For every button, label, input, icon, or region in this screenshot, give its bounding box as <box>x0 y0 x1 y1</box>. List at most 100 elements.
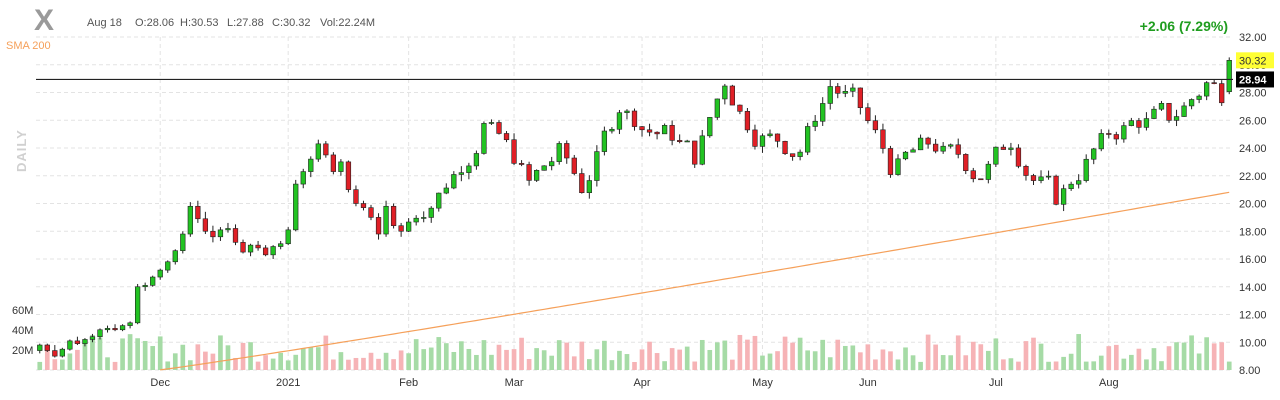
volume-bar <box>820 339 826 370</box>
volume-bar <box>767 353 773 370</box>
candle-body <box>518 163 525 165</box>
y-tick-label: 10.00 <box>1239 337 1267 349</box>
volume-bar <box>263 355 268 370</box>
volume-bar <box>933 344 938 370</box>
candle-body <box>270 246 276 256</box>
volume-bar <box>699 339 705 370</box>
volume-bar <box>865 344 871 370</box>
volume-bar <box>75 349 80 370</box>
x-tick-label: Jul <box>989 377 1003 389</box>
volume-bar <box>910 355 916 370</box>
volume-bar <box>797 337 803 370</box>
volume-bar <box>707 349 713 370</box>
candle-body <box>142 285 148 288</box>
candle-body <box>353 189 359 204</box>
sma-200-line <box>160 191 1230 371</box>
volume-bar <box>504 349 509 370</box>
volume-bar <box>285 360 291 370</box>
volume-tick-label: 40M <box>12 325 33 337</box>
candle-body <box>692 140 698 165</box>
candle-body <box>910 149 916 153</box>
candle-body <box>1188 99 1195 107</box>
volume-bar <box>1113 344 1119 370</box>
candle-body <box>1211 82 1217 84</box>
volume-bar <box>331 359 336 370</box>
candle-body <box>368 207 374 218</box>
candle-body <box>44 344 50 351</box>
candle-body <box>744 111 751 131</box>
volume-bar <box>880 349 886 370</box>
candle-body <box>67 340 73 350</box>
x-tick-label: Apr <box>633 377 650 389</box>
candle-body <box>150 276 156 286</box>
volume-bar <box>1031 337 1036 370</box>
candle-body <box>661 125 668 135</box>
candle-body <box>330 154 337 172</box>
x-tick-label: May <box>752 377 773 389</box>
volume-bar <box>579 341 585 370</box>
volume-bar <box>1121 358 1127 370</box>
candle-body <box>406 221 412 232</box>
candle-body <box>104 328 111 331</box>
candle-body <box>631 110 638 127</box>
volume-bar <box>180 344 186 370</box>
volume-bar <box>1091 361 1097 370</box>
candle-body <box>458 172 464 175</box>
volume-bar <box>511 349 517 370</box>
candle-body <box>1113 134 1119 140</box>
candle-body <box>526 164 532 181</box>
y-tick-label: 22.00 <box>1239 171 1267 183</box>
candle-body <box>533 169 540 181</box>
candle-body <box>390 205 397 226</box>
volume-bar <box>165 361 171 370</box>
candle-body <box>594 151 600 181</box>
volume-bar <box>782 336 788 370</box>
y-tick-label: 14.00 <box>1239 282 1267 294</box>
volume-bar <box>812 351 818 370</box>
candle-body <box>887 148 894 175</box>
candle-body <box>895 158 901 175</box>
candle-body <box>247 244 254 253</box>
volume-bar <box>368 352 374 370</box>
volume-bar <box>481 340 487 370</box>
volume-bar <box>233 357 238 370</box>
candle-body <box>902 151 909 160</box>
level-badge <box>1236 71 1274 88</box>
volume-bar <box>90 335 95 370</box>
close-readout: C:30.32 <box>272 17 311 29</box>
candle-body <box>1008 147 1014 150</box>
candle-body <box>940 145 946 152</box>
volume-bar <box>1083 361 1089 370</box>
candle-body <box>127 322 133 326</box>
candle-body <box>134 286 141 324</box>
candle-body <box>737 104 743 112</box>
volume-bar <box>895 359 901 370</box>
volume-bar <box>1159 361 1164 370</box>
candle-body <box>586 180 592 193</box>
candle-body <box>413 217 419 223</box>
volume-bar <box>963 355 969 370</box>
volume-bar <box>459 341 464 370</box>
low-readout: L:27.88 <box>227 17 264 29</box>
date-readout: Aug 18 <box>87 17 122 29</box>
candle-body <box>119 325 126 331</box>
candle-body <box>1173 116 1180 121</box>
volume-bar <box>745 339 750 370</box>
candle-body <box>564 143 570 159</box>
candle-body <box>97 329 103 338</box>
candle-body <box>699 135 705 165</box>
candle-body <box>1076 180 1082 185</box>
volume-bar <box>993 338 999 370</box>
volume-readout: Vol:22.24M <box>320 17 376 29</box>
candle-body <box>797 151 803 157</box>
candle-body <box>1204 82 1210 97</box>
candle-body <box>37 344 43 351</box>
volume-bar <box>466 348 472 370</box>
candle-body <box>616 112 623 130</box>
volume-bar <box>571 356 577 370</box>
y-tick-label: 8.00 <box>1239 365 1260 377</box>
volume-bar <box>632 361 637 370</box>
volume-bar <box>534 348 539 370</box>
candle-body <box>375 217 382 235</box>
